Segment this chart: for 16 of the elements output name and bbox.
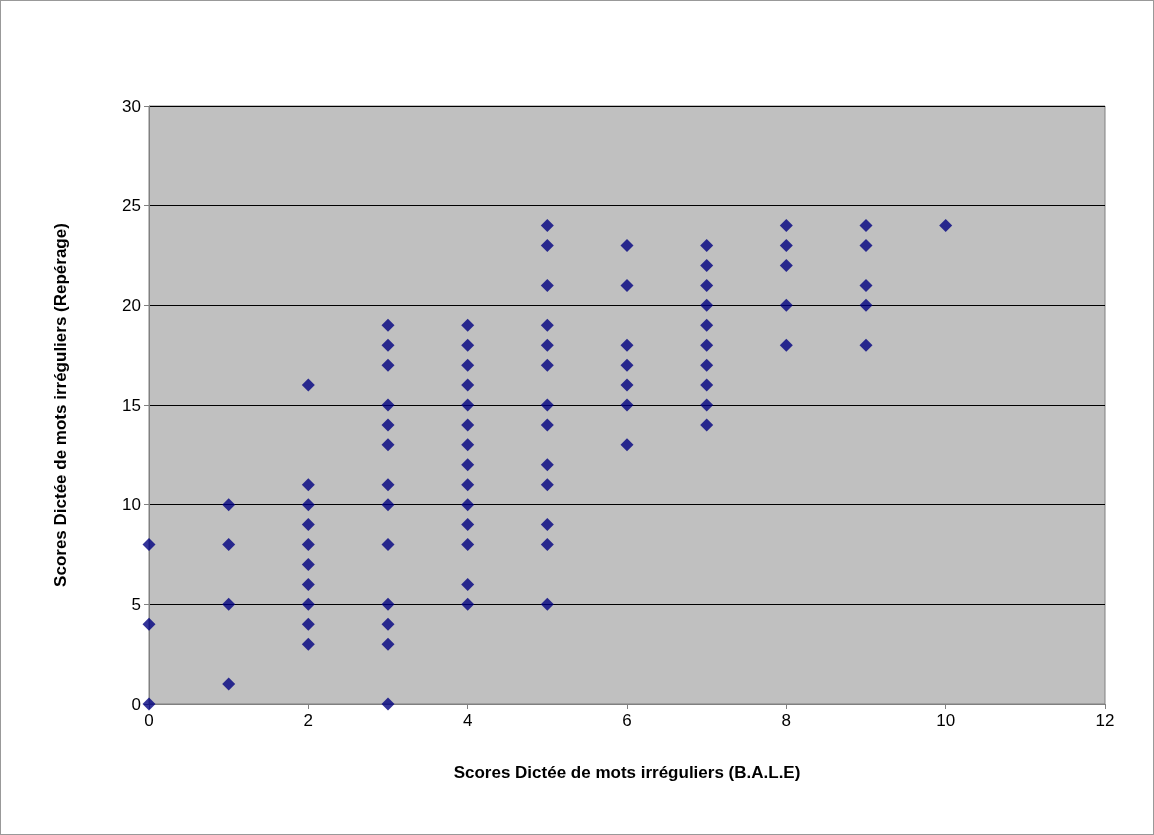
x-tick-label: 0 [144,711,154,730]
x-tick-label: 8 [781,711,792,730]
y-tick-label: 0 [131,694,141,714]
x-tick-label: 4 [462,711,473,730]
x-axis-title: Scores Dictée de mots irréguliers (B.A.L.E) [453,763,801,782]
x-tick-label: 6 [622,711,632,730]
y-tick-label: 15 [122,395,141,415]
y-tick-label: 20 [122,295,141,315]
x-tick-label: 12 [1095,711,1115,730]
y-tick-label: 5 [131,594,141,614]
y-tick-label: 30 [122,96,141,116]
x-tick-label: 10 [936,711,956,730]
y-tick-label: 10 [122,495,141,515]
x-tick-label: 2 [303,711,314,730]
y-axis-title: Scores Dictée de mots irréguliers (Repérage) [51,223,70,587]
y-tick-label: 25 [122,196,141,216]
